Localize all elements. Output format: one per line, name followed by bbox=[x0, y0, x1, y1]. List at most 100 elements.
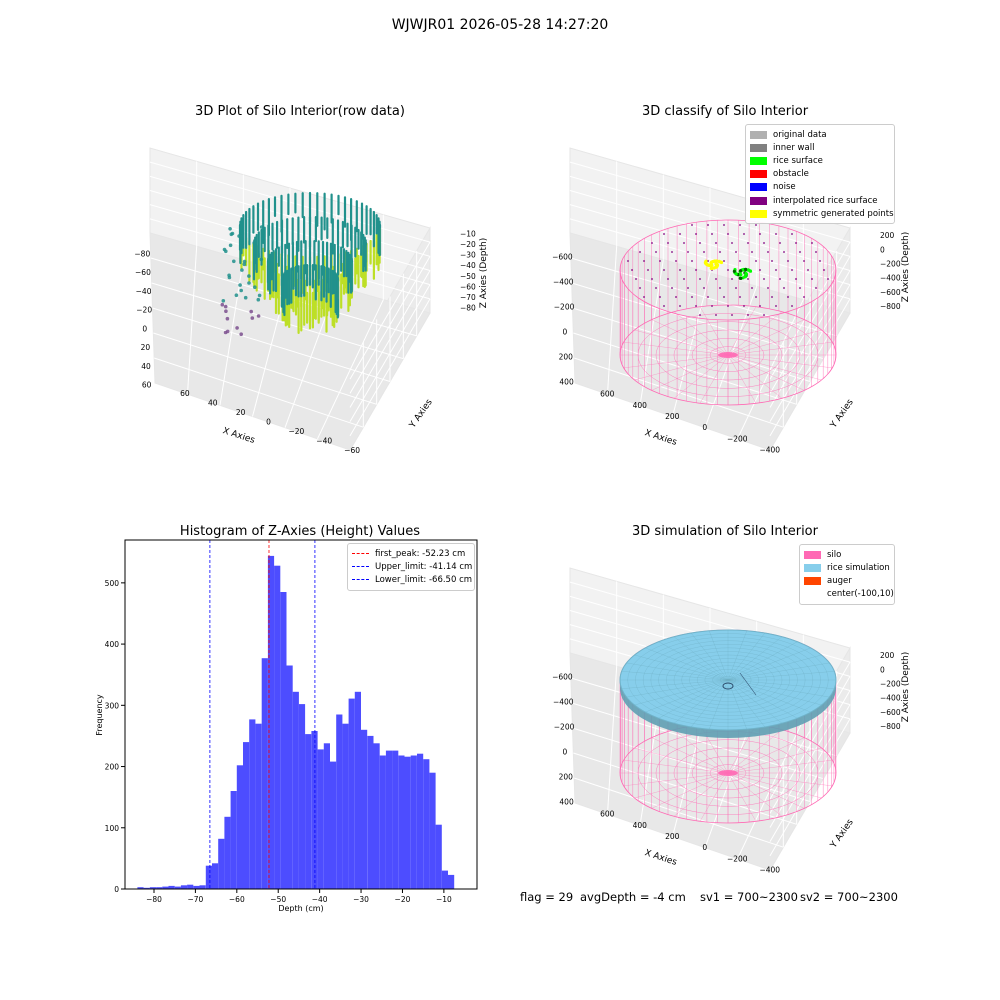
histogram-bar bbox=[218, 838, 225, 889]
panel4-ytick: −400 bbox=[759, 865, 780, 874]
histogram-bar bbox=[243, 742, 250, 889]
panel4-xtick: −200 bbox=[554, 723, 575, 732]
point bbox=[256, 314, 261, 318]
histogram-bar bbox=[298, 704, 306, 889]
interpolated-point bbox=[799, 287, 801, 289]
panel1-ztick: −50 bbox=[460, 272, 476, 281]
histogram-bar bbox=[367, 735, 374, 889]
interpolated-point bbox=[667, 242, 669, 244]
panel4-xtick: 0 bbox=[563, 748, 568, 757]
panel2-ztick: 0 bbox=[880, 245, 885, 254]
point bbox=[252, 241, 256, 245]
interpolated-point bbox=[675, 260, 677, 262]
histogram-bar bbox=[162, 886, 169, 889]
panel4-ytick: 400 bbox=[633, 821, 648, 830]
histogram-xtick: −40 bbox=[312, 895, 328, 904]
panel2-ztick: −200 bbox=[880, 259, 901, 268]
interpolated-point bbox=[663, 305, 665, 307]
interpolated-point bbox=[711, 305, 713, 307]
interpolated-point bbox=[795, 242, 797, 244]
interpolated-point bbox=[671, 251, 673, 253]
interpolated-point bbox=[827, 278, 829, 280]
panel1-ytick: −40 bbox=[316, 437, 332, 446]
interpolated-point bbox=[739, 260, 741, 262]
panel1-xtick: −20 bbox=[136, 306, 152, 315]
panel1-ztick: −30 bbox=[460, 251, 476, 260]
rice-surface-point bbox=[748, 269, 752, 273]
legend-line-swatch bbox=[352, 579, 369, 581]
interpolated-point bbox=[659, 296, 661, 298]
histogram-bar bbox=[404, 756, 411, 889]
interpolated-point bbox=[695, 269, 697, 271]
interpolated-point bbox=[743, 233, 745, 235]
interpolated-point bbox=[655, 251, 657, 253]
legend-swatch bbox=[750, 196, 767, 205]
histogram-xtick: −50 bbox=[270, 895, 286, 904]
interpolated-point bbox=[751, 251, 753, 253]
interpolated-point bbox=[759, 269, 761, 271]
interpolated-point bbox=[783, 287, 785, 289]
interpolated-point bbox=[751, 287, 753, 289]
panel1-axes3d[interactable]: −80 −60 −40 −20 0 20 40 60 −60 −40 −20 0 20 40 60 −10 −2… bbox=[0, 125, 500, 475]
status-avg-depth: avgDepth = -4 cm bbox=[580, 890, 686, 904]
legend-swatch bbox=[750, 130, 767, 139]
interpolated-point bbox=[755, 224, 757, 226]
point bbox=[224, 249, 228, 254]
interpolated-point bbox=[675, 296, 677, 298]
interpolated-point bbox=[747, 314, 749, 316]
panel4-axes3d[interactable]: −600 −400 −200 0 200 400 −400 −200 0 200 400 600 200… bbox=[500, 545, 1000, 895]
histogram-xtick: −80 bbox=[146, 895, 162, 904]
panel1-xtick: 0 bbox=[142, 324, 147, 333]
point bbox=[225, 316, 230, 321]
panel2-ytick: −400 bbox=[759, 445, 780, 454]
status-flag: flag = 29 bbox=[520, 890, 574, 904]
panel4-ytick: 600 bbox=[600, 810, 615, 819]
interpolated-point bbox=[683, 278, 685, 280]
point bbox=[232, 259, 236, 264]
point bbox=[228, 243, 233, 248]
histogram-bar bbox=[261, 658, 268, 889]
symmetric-point bbox=[715, 259, 719, 263]
interpolated-point bbox=[731, 242, 733, 244]
rice-surface-point bbox=[744, 272, 749, 276]
histogram-bar bbox=[417, 753, 424, 889]
rice-surface-point bbox=[739, 276, 743, 280]
histogram-bar bbox=[398, 755, 405, 889]
point bbox=[238, 283, 242, 287]
interpolated-point bbox=[699, 314, 701, 316]
panel3-legend: first_peak: -52.23 cm Upper_limit: -41.14… bbox=[347, 543, 475, 591]
panel3-histogram[interactable]: −80 −70 −60 −50 −40 −30 −20 −10 0 100 200 300 400 500… bbox=[0, 500, 500, 920]
interpolated-point bbox=[727, 269, 729, 271]
histogram-bar bbox=[149, 887, 156, 889]
interpolated-point bbox=[647, 269, 649, 271]
interpolated-point bbox=[771, 260, 773, 262]
histogram-reference-lines bbox=[209, 540, 316, 889]
histogram-xlabel: Depth (cm) bbox=[278, 904, 323, 913]
point bbox=[235, 326, 239, 330]
panel2-ytick: 600 bbox=[600, 390, 615, 399]
silo-bottom-center bbox=[718, 770, 738, 776]
histogram-bar bbox=[354, 691, 361, 889]
interpolated-point bbox=[711, 233, 713, 235]
legend-swatch bbox=[804, 550, 821, 559]
legend-swatch bbox=[804, 563, 821, 572]
interpolated-point bbox=[671, 287, 673, 289]
point bbox=[243, 295, 248, 300]
legend-swatch bbox=[750, 143, 767, 152]
interpolated-point bbox=[755, 260, 757, 262]
interpolated-point bbox=[679, 233, 681, 235]
histogram-bar bbox=[280, 592, 287, 889]
histogram-bar bbox=[311, 731, 318, 889]
panel2-xtick: −400 bbox=[553, 278, 574, 287]
symmetric-point bbox=[719, 260, 723, 264]
panel4-legend-entry: auger bbox=[804, 574, 890, 587]
histogram-bar bbox=[249, 719, 256, 889]
panel2-xtick: −200 bbox=[554, 303, 575, 312]
panel4-ztick: −600 bbox=[880, 708, 901, 717]
point bbox=[253, 285, 257, 289]
histogram-bar bbox=[292, 691, 299, 889]
panel2-axes3d[interactable]: −600 −400 −200 0 200 400 −400 −200 0 200 400 600 200… bbox=[500, 125, 1000, 475]
point bbox=[239, 332, 243, 336]
interpolated-point bbox=[755, 296, 757, 298]
panel2-zlabel: Z Axies (Depth) bbox=[901, 232, 911, 303]
